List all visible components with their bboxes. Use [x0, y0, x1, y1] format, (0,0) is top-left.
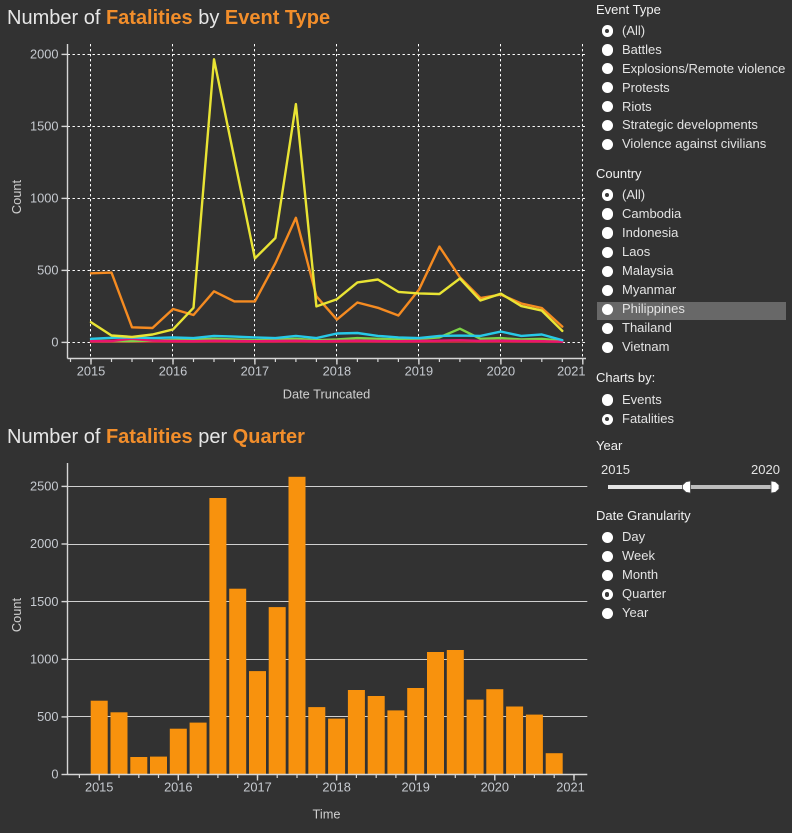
svg-text:500: 500 [37, 709, 58, 724]
svg-text:0: 0 [51, 767, 58, 782]
svg-text:1500: 1500 [30, 119, 58, 134]
svg-text:1500: 1500 [30, 594, 58, 609]
svg-text:0: 0 [51, 335, 58, 350]
svg-text:2019: 2019 [401, 780, 429, 795]
svg-text:2020: 2020 [487, 364, 515, 379]
svg-text:Count: Count [9, 597, 24, 632]
svg-text:2019: 2019 [405, 364, 433, 379]
svg-text:2017: 2017 [241, 364, 269, 379]
svg-text:1000: 1000 [30, 652, 58, 667]
svg-text:2017: 2017 [243, 780, 271, 795]
svg-text:2500: 2500 [30, 479, 58, 494]
svg-text:1000: 1000 [30, 191, 58, 206]
svg-text:500: 500 [37, 263, 58, 278]
svg-text:2016: 2016 [164, 780, 192, 795]
svg-text:Date Truncated: Date Truncated [283, 387, 371, 402]
svg-text:2021: 2021 [557, 364, 585, 379]
svg-text:2015: 2015 [85, 780, 113, 795]
svg-text:2000: 2000 [30, 47, 58, 62]
svg-text:2016: 2016 [159, 364, 187, 379]
svg-text:Time: Time [313, 807, 341, 822]
svg-text:2015: 2015 [77, 364, 105, 379]
svg-text:2020: 2020 [481, 780, 509, 795]
svg-text:Count: Count [9, 179, 24, 214]
svg-text:2018: 2018 [323, 364, 351, 379]
svg-text:2021: 2021 [556, 780, 584, 795]
svg-text:2000: 2000 [30, 536, 58, 551]
svg-text:2018: 2018 [322, 780, 350, 795]
